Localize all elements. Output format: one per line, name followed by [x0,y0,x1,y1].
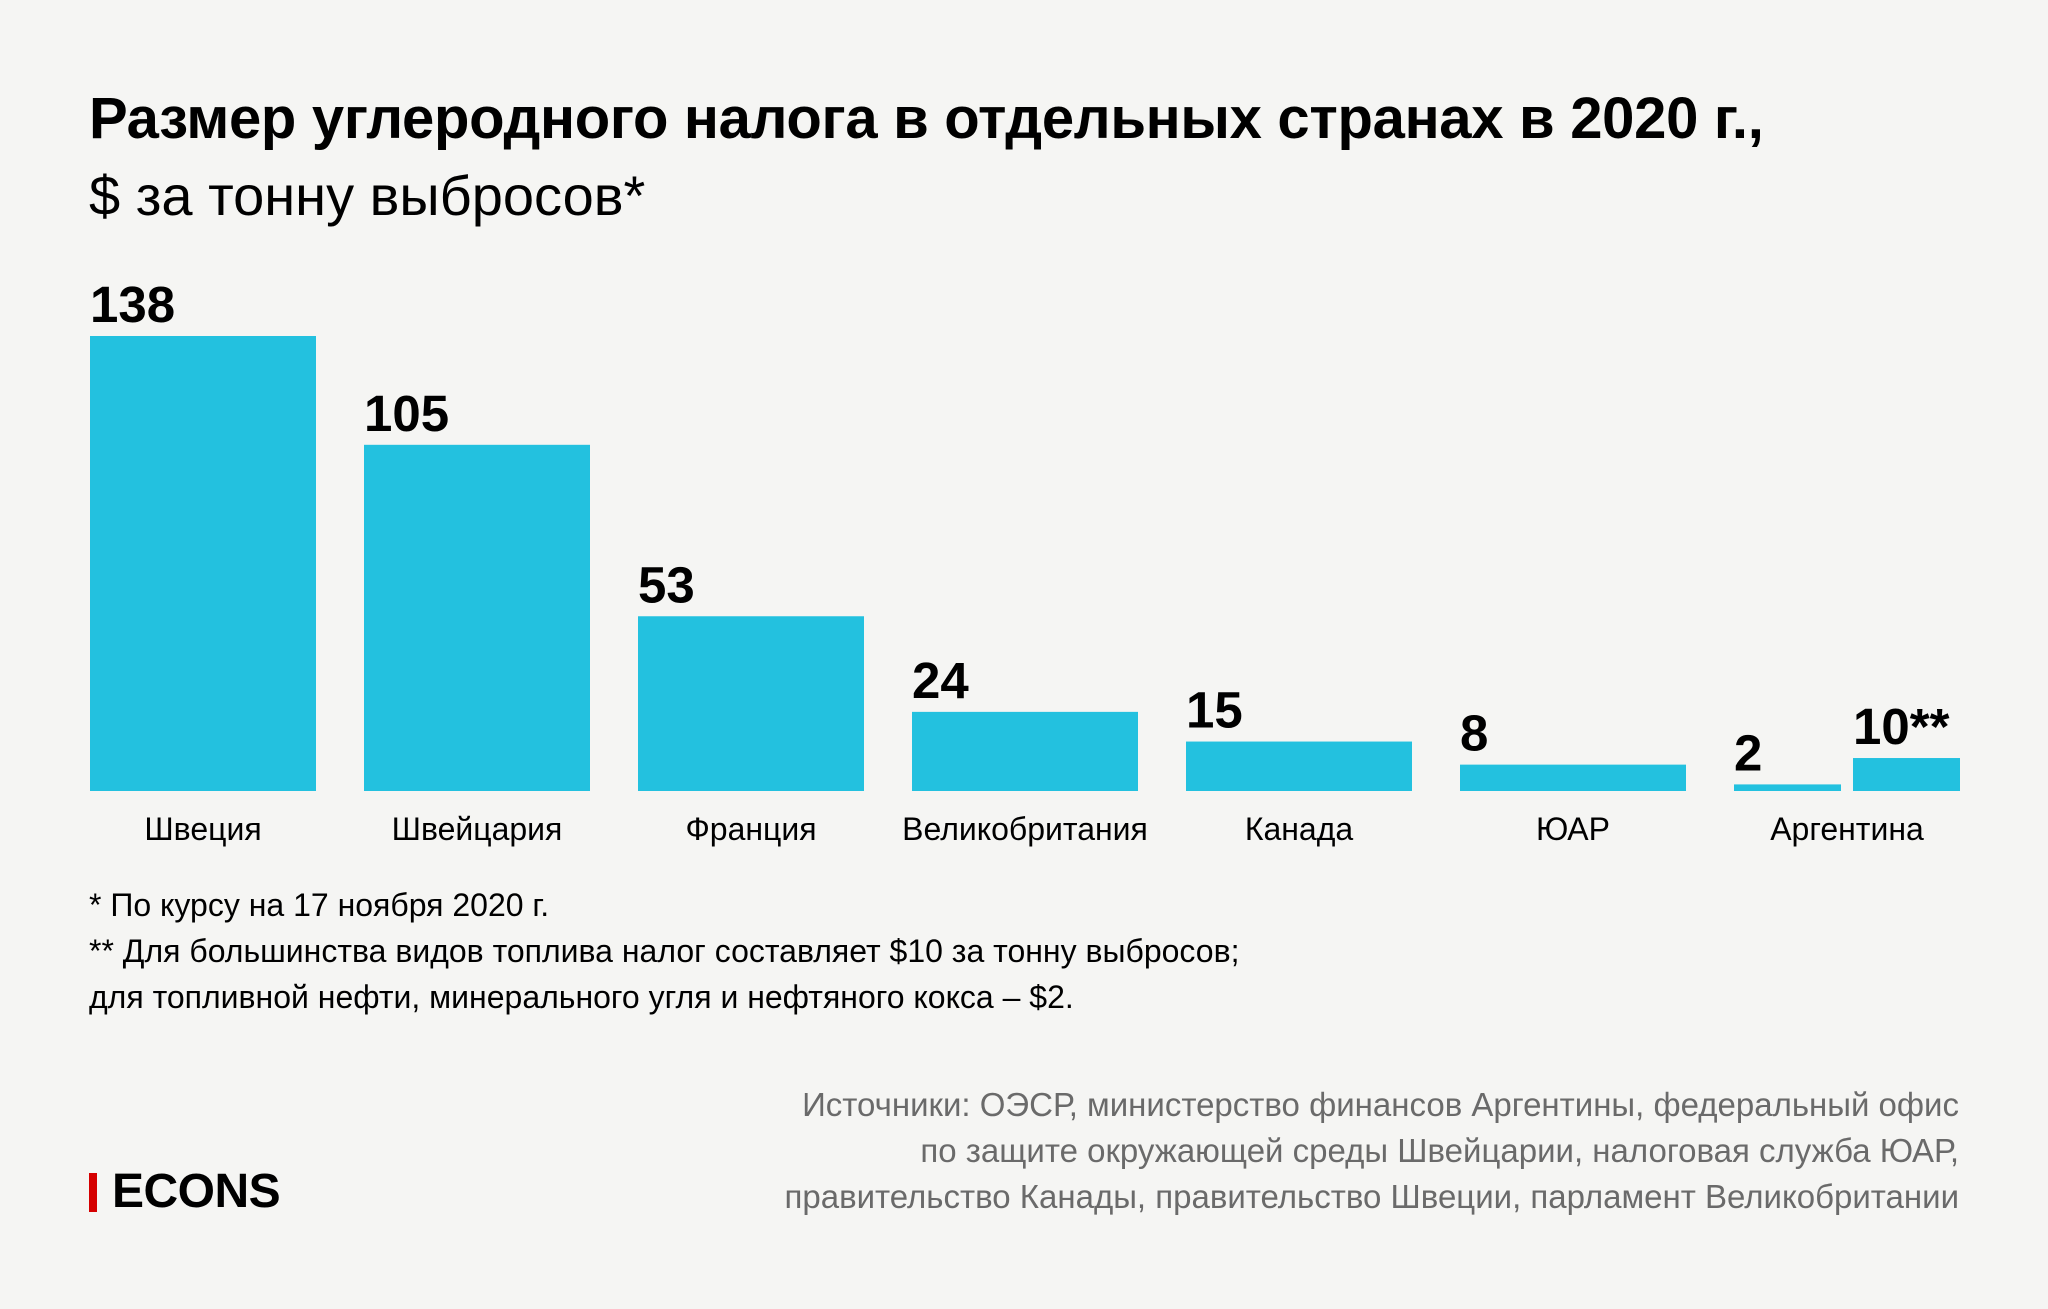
value-label: 15 [1186,682,1243,739]
bar-Швеция [90,336,316,791]
chart-subtitle: $ за тонну выбросов* [89,164,646,227]
bar-Аргентина-2 [1853,758,1960,791]
value-label: 53 [638,556,695,613]
value-label: 2 [1734,724,1762,781]
footnote-3: для топливной нефти, минерального угля и… [89,979,1074,1015]
value-label: 24 [912,652,969,709]
bar-Великобритания [912,711,1138,791]
logo-accent-bar [89,1172,97,1212]
sources-line-3: правительство Канады, правительство Швец… [784,1178,1960,1215]
bar-Франция [638,616,864,791]
value-label: 10** [1853,698,1950,755]
econs-logo: ECONS [89,1165,281,1218]
category-label: Швеция [144,811,261,847]
footnote-1: * По курсу на 17 ноября 2020 г. [89,887,550,923]
logo-text: ECONS [112,1165,281,1218]
value-label: 105 [364,385,449,442]
value-label: 8 [1460,705,1488,762]
category-label: Великобритания [902,811,1148,847]
sources-line-1: Источники: ОЭСР, министерство финансов А… [802,1086,1959,1123]
value-label: 138 [90,276,175,333]
category-label: Франция [685,811,816,847]
chart-title: Размер углеродного налога в отдельных ст… [89,86,1764,151]
sources-line-2: по защите окружающей среды Швейцарии, на… [920,1132,1959,1169]
bar-Швейцария [364,444,590,791]
category-label: ЮАР [1536,811,1610,847]
category-label: Аргентина [1770,811,1924,847]
bar-Канада [1186,741,1412,791]
bar-ЮАР [1460,764,1686,791]
bar-Аргентина-1 [1734,784,1841,791]
sources: Источники: ОЭСР, министерство финансов А… [785,1082,1960,1220]
category-label: Канада [1245,811,1354,847]
category-label: Швейцария [392,811,563,847]
footnotes: * По курсу на 17 ноября 2020 г. ** Для б… [89,882,1239,1020]
footnote-2: ** Для большинства видов топлива налог с… [89,933,1240,969]
bar-chart: 138 Швеция 105 Швейцария 53 Франция 24 Великобр… [90,276,1960,847]
